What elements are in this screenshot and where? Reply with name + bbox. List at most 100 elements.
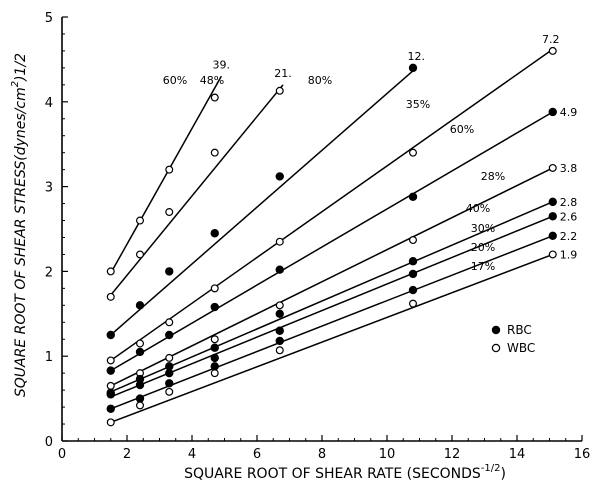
wbc-point — [106, 292, 115, 301]
series-percent-label: 60% — [450, 123, 474, 136]
x-tick-label: 10 — [379, 447, 396, 462]
x-tick-label: 14 — [509, 447, 526, 462]
wbc-point — [165, 318, 174, 327]
wbc-point — [275, 301, 284, 310]
data-points — [106, 46, 557, 427]
rbc-point — [135, 380, 145, 390]
y-tick-label: 3 — [45, 181, 53, 196]
rbc-point — [210, 353, 219, 363]
legend-label: RBC — [507, 323, 532, 337]
series-percent-label: 30% — [471, 222, 495, 235]
rbc-point — [106, 366, 115, 375]
rbc-point — [408, 257, 418, 266]
x-axis-title: SQUARE ROOT OF SHEAR RATE (SECONDS-1/2) — [184, 463, 506, 482]
rbc-point — [165, 267, 174, 276]
rbc-point — [165, 362, 174, 371]
wbc-point — [136, 401, 145, 410]
series-percent-label: 80% — [308, 74, 332, 87]
rbc-point — [135, 394, 145, 403]
rbc-point — [275, 336, 284, 346]
rbc-point — [275, 326, 284, 335]
wbc-point — [165, 208, 174, 217]
series-end-label: 21. — [274, 67, 292, 80]
rbc-point — [210, 362, 219, 371]
legend: RBC WBC — [491, 323, 535, 355]
wbc-point — [210, 284, 219, 293]
series-percent-label: 48% — [200, 74, 224, 87]
wbc-point — [548, 46, 557, 55]
rbc-point — [548, 197, 557, 207]
x-tick-label: 2 — [123, 447, 131, 462]
y-tick-label: 0 — [45, 435, 53, 450]
series-end-label: 2.8 — [560, 196, 578, 209]
y-tick-label: 5 — [45, 11, 53, 26]
fit-line — [110, 235, 554, 410]
series-percent-label: 17% — [471, 260, 495, 273]
rbc-point — [210, 302, 219, 312]
x-tick-label: 4 — [188, 447, 196, 462]
series-percent-label: 35% — [406, 98, 430, 111]
y-axis-title: SQUARE ROOT OF SHEAR STRESS(dynes/cm2)1/… — [10, 53, 29, 397]
fit-line — [110, 111, 554, 372]
rbc-point — [408, 269, 418, 279]
series-end-label: 4.9 — [560, 106, 578, 119]
legend-wbc-marker — [491, 343, 501, 353]
wbc-point — [210, 148, 219, 157]
wbc-point — [165, 387, 174, 396]
legend-rbc-marker — [491, 325, 501, 335]
rbc-point — [106, 404, 115, 413]
rbc-point — [210, 229, 219, 238]
x-tick-label: 16 — [574, 447, 591, 462]
series-end-label: 39. — [213, 58, 231, 71]
series-percent-label: 60% — [163, 74, 187, 87]
wbc-point — [548, 163, 557, 172]
wbc-point — [165, 353, 174, 362]
series-end-label: 2.2 — [560, 230, 578, 243]
rbc-point — [210, 343, 219, 352]
wbc-point — [409, 148, 418, 157]
series-end-label: 1.9 — [560, 248, 578, 261]
rbc-point — [548, 231, 557, 240]
series-end-label: 12. — [408, 50, 426, 63]
fit-line — [110, 253, 554, 424]
series-end-label: 2.6 — [560, 210, 578, 223]
series-end-label: 3.8 — [560, 162, 578, 175]
fit-line — [110, 215, 554, 398]
x-tick-label: 12 — [444, 447, 461, 462]
series-percent-label: 28% — [481, 170, 505, 183]
rbc-point — [275, 309, 284, 318]
series-percent-label: 20% — [471, 241, 495, 254]
wbc-point — [210, 369, 219, 378]
rbc-point — [165, 379, 174, 388]
fit-line — [110, 48, 554, 362]
wbc-point — [210, 93, 219, 102]
wbc-point — [136, 216, 145, 225]
series-end-label: 7.2 — [542, 33, 560, 46]
x-tick-label: 6 — [253, 447, 261, 462]
series-percent-label: 40% — [466, 202, 490, 215]
rbc-point — [548, 212, 557, 221]
legend-label: WBC — [507, 341, 535, 355]
rbc-point — [135, 301, 145, 310]
rbc-point — [106, 390, 115, 399]
y-tick-label: 4 — [45, 96, 53, 111]
wbc-point — [165, 165, 174, 174]
rbc-point — [275, 265, 284, 274]
rbc-point — [165, 368, 174, 378]
wbc-point — [106, 418, 115, 427]
wbc-point — [106, 356, 115, 365]
rbc-point — [408, 63, 418, 73]
wbc-point — [210, 335, 219, 344]
rbc-point — [408, 285, 418, 295]
rbc-point — [135, 347, 145, 357]
wbc-point — [548, 250, 557, 259]
wbc-point — [409, 236, 418, 245]
fit-line — [110, 201, 554, 393]
wbc-point — [106, 267, 115, 276]
fit-lines — [110, 48, 554, 424]
wbc-point — [275, 237, 284, 246]
rbc-point — [275, 172, 284, 181]
wbc-point — [275, 346, 284, 355]
